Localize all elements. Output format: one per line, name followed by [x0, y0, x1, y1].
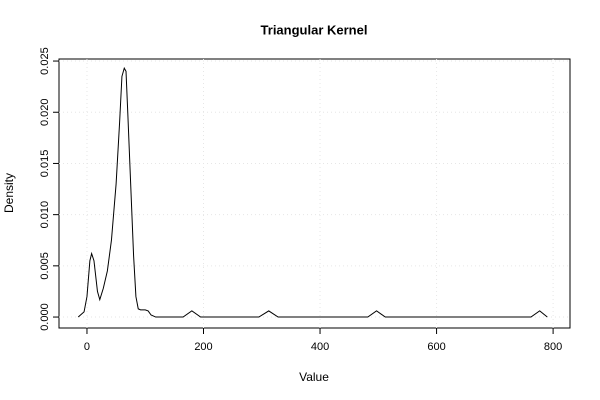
- x-axis-label: Value: [299, 370, 329, 384]
- y-tick-label: 0.020: [39, 98, 51, 126]
- y-axis-label: Density: [2, 173, 16, 213]
- plot-frame: [58, 58, 571, 329]
- y-tick-label: 0.025: [39, 47, 51, 75]
- y-tick-label: 0.000: [39, 303, 51, 331]
- chart-title: Triangular Kernel: [261, 22, 368, 37]
- density-line: [77, 66, 548, 318]
- y-tick-label: 0.015: [39, 150, 51, 178]
- x-tick-label: 200: [194, 341, 212, 353]
- x-tick-label: 0: [84, 341, 90, 353]
- y-tick-label: 0.005: [39, 252, 51, 280]
- x-tick-label: 400: [311, 341, 329, 353]
- x-tick-label: 800: [544, 341, 562, 353]
- x-tick-label: 600: [427, 341, 445, 353]
- y-tick-label: 0.010: [39, 201, 51, 229]
